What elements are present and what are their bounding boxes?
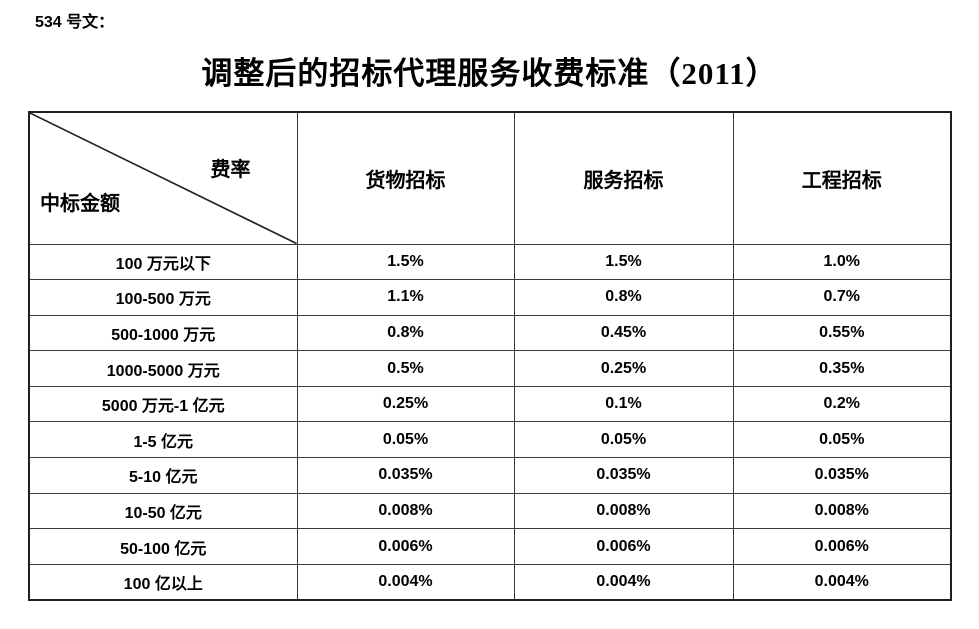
rate-cell-goods: 1.5% (296, 243, 515, 281)
rate-cell-goods: 1.1% (296, 279, 515, 316)
rate-cell-services: 0.004% (513, 563, 734, 601)
rate-cell-engineering: 1.0% (732, 243, 952, 281)
page-title: 调整后的招标代理服务收费标准（2011） (201, 56, 778, 91)
rate-cell-services: 0.25% (513, 350, 734, 387)
rate-cell-goods: 0.5% (296, 350, 515, 387)
amount-cell: 50-100 亿元 (28, 528, 298, 565)
table-row: 1000-5000 万元 0.5% 0.25% 0.35% (28, 350, 952, 387)
fee-rate-table: 费率 中标金额 货物招标 服务招标 工程招标 100 万元以下 1.5% 1.5… (28, 111, 952, 601)
rate-cell-services: 0.05% (513, 421, 734, 459)
table-row: 5-10 亿元 0.035% 0.035% 0.035% (28, 457, 952, 494)
amount-cell: 1000-5000 万元 (28, 350, 298, 387)
corner-label-amount: 中标金额 (40, 192, 120, 215)
rate-cell-engineering: 0.7% (732, 279, 952, 316)
rate-cell-services: 1.5% (513, 243, 734, 281)
table-row: 100 万元以下 1.5% 1.5% 1.0% (28, 243, 952, 281)
rate-cell-goods: 0.05% (296, 421, 515, 459)
rate-cell-engineering: 0.006% (732, 528, 952, 565)
rate-cell-engineering: 0.35% (732, 350, 952, 387)
table-row: 100-500 万元 1.1% 0.8% 0.7% (28, 279, 952, 316)
amount-cell: 100 万元以下 (28, 243, 298, 281)
rate-cell-goods: 0.035% (296, 457, 515, 494)
column-header-goods: 货物招标 (296, 111, 515, 245)
amount-cell: 10-50 亿元 (28, 492, 298, 530)
rate-cell-goods: 0.008% (296, 492, 515, 530)
corner-header-cell: 费率 中标金额 (28, 111, 298, 245)
rate-cell-engineering: 0.008% (732, 492, 952, 530)
rate-cell-engineering: 0.035% (732, 457, 952, 494)
amount-cell: 5000 万元-1 亿元 (28, 385, 298, 423)
rate-cell-services: 0.035% (513, 457, 734, 494)
header-row: 费率 中标金额 货物招标 服务招标 工程招标 (28, 111, 952, 245)
table-row: 1-5 亿元 0.05% 0.05% 0.05% (28, 421, 952, 459)
rate-cell-engineering: 0.004% (732, 563, 952, 601)
diagonal-divider-line (30, 113, 297, 244)
table-row: 5000 万元-1 亿元 0.25% 0.1% 0.2% (28, 385, 952, 423)
rate-cell-engineering: 0.55% (732, 314, 952, 352)
rate-cell-engineering: 0.2% (732, 385, 952, 423)
rate-cell-goods: 0.25% (296, 385, 515, 423)
table-row: 100 亿以上 0.004% 0.004% 0.004% (28, 563, 952, 601)
rate-cell-services: 0.008% (513, 492, 734, 530)
table-row: 500-1000 万元 0.8% 0.45% 0.55% (28, 314, 952, 352)
column-header-engineering: 工程招标 (732, 111, 952, 245)
rate-cell-goods: 0.004% (296, 563, 515, 601)
rate-cell-goods: 0.006% (296, 528, 515, 565)
rate-cell-services: 0.45% (513, 314, 734, 352)
doc-ref-label: 534 号文： (35, 14, 115, 31)
amount-cell: 1-5 亿元 (28, 421, 298, 459)
amount-cell: 100-500 万元 (28, 279, 298, 316)
rate-cell-services: 0.1% (513, 385, 734, 423)
table-body: 100 万元以下 1.5% 1.5% 1.0% 100-500 万元 1.1% … (28, 243, 952, 601)
rate-cell-services: 0.8% (513, 279, 734, 316)
amount-cell: 100 亿以上 (28, 563, 298, 601)
amount-cell: 500-1000 万元 (28, 314, 298, 352)
table-row: 10-50 亿元 0.008% 0.008% 0.008% (28, 492, 952, 530)
rate-cell-engineering: 0.05% (732, 421, 952, 459)
table-row: 50-100 亿元 0.006% 0.006% 0.006% (28, 528, 952, 565)
column-header-services: 服务招标 (513, 111, 734, 245)
amount-cell: 5-10 亿元 (28, 457, 298, 494)
rate-cell-services: 0.006% (513, 528, 734, 565)
rate-cell-goods: 0.8% (296, 314, 515, 352)
corner-label-rate: 费率 (210, 159, 251, 181)
